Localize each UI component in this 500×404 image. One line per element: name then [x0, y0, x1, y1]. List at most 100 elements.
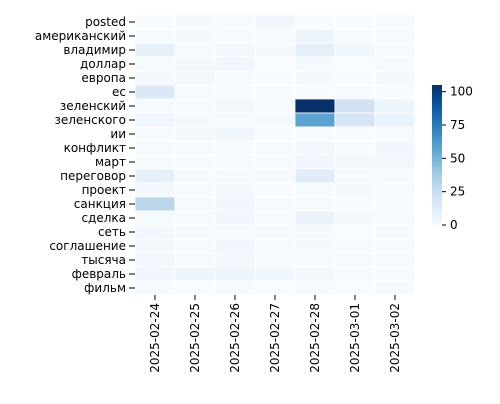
x-tick-label: 2025-02-25	[188, 303, 202, 373]
heatmap-cell	[374, 14, 416, 30]
heatmap-cell	[374, 182, 416, 198]
heatmap-cell	[374, 238, 416, 254]
heatmap-cell	[214, 210, 256, 226]
heatmap-cell	[254, 84, 296, 100]
heatmap-cell	[334, 238, 376, 254]
heatmap-cell	[174, 196, 216, 212]
y-axis-tick-labels: postedамериканскийвладимирдолларевропаес…	[35, 15, 135, 295]
heatmap-cell	[254, 266, 296, 282]
heatmap-cell	[334, 42, 376, 58]
y-tick-label: конфликт	[64, 141, 126, 155]
heatmap-cell	[134, 210, 176, 226]
heatmap-cell	[134, 154, 176, 170]
heatmap-cell	[254, 112, 296, 128]
heatmap-cell	[214, 280, 256, 296]
heatmap-cell	[134, 28, 176, 44]
heatmap-cell	[174, 280, 216, 296]
heatmap-cell	[374, 28, 416, 44]
heatmap-cell	[174, 210, 216, 226]
heatmap-cell	[174, 182, 216, 198]
heatmap-cell	[134, 238, 176, 254]
heatmap-cell	[294, 140, 336, 156]
heatmap-cell	[374, 70, 416, 86]
heatmap-cell	[134, 42, 176, 58]
heatmap-cell	[174, 224, 216, 240]
heatmap-cell	[294, 266, 336, 282]
y-tick-label: сделка	[81, 211, 126, 225]
heatmap-cell	[294, 14, 336, 30]
x-tick-label: 2025-02-27	[268, 303, 282, 373]
heatmap-cell	[174, 98, 216, 114]
heatmap-cell	[134, 280, 176, 296]
heatmap-cell	[294, 238, 336, 254]
heatmap-cell	[214, 168, 256, 184]
heatmap-cell	[334, 168, 376, 184]
heatmap-cell	[214, 266, 256, 282]
heatmap-cell	[214, 126, 256, 142]
heatmap-cell	[374, 154, 416, 170]
heatmap-cell	[214, 84, 256, 100]
heatmap-cell	[374, 280, 416, 296]
heatmap-cell	[214, 28, 256, 44]
heatmap-cell	[254, 140, 296, 156]
heatmap-cell	[334, 182, 376, 198]
heatmap-cell	[254, 252, 296, 268]
x-tick-label: 2025-02-26	[228, 303, 242, 373]
heatmap-cell	[374, 84, 416, 100]
heatmap-cell	[374, 98, 416, 114]
heatmap-cells	[134, 14, 416, 296]
heatmap-cell	[134, 182, 176, 198]
heatmap-cell	[374, 126, 416, 142]
y-tick-label: санкция	[74, 197, 126, 211]
heatmap-cell	[294, 280, 336, 296]
heatmap-cell	[134, 252, 176, 268]
heatmap-cell	[214, 56, 256, 72]
x-axis-tick-labels: 2025-02-24 2025-02-25 2025-02-26 2025-02-27…	[148, 295, 402, 373]
colorbar-tick-label: 100	[450, 85, 473, 99]
y-tick-label: сеть	[98, 225, 126, 239]
heatmap-cell	[294, 196, 336, 212]
heatmap-cell	[254, 28, 296, 44]
y-tick-label: фильм	[84, 281, 126, 295]
heatmap-cell	[334, 14, 376, 30]
heatmap-cell	[294, 84, 336, 100]
heatmap-cell	[294, 126, 336, 142]
heatmap-cell	[374, 196, 416, 212]
heatmap-cell	[174, 140, 216, 156]
heatmap-cell	[334, 70, 376, 86]
heatmap-cell	[134, 196, 176, 212]
heatmap-cell	[174, 56, 216, 72]
heatmap-cell	[214, 196, 256, 212]
heatmap-cell	[254, 210, 296, 226]
heatmap-cell	[214, 252, 256, 268]
y-tick-label: posted	[85, 15, 126, 29]
heatmap-cell	[254, 224, 296, 240]
heatmap-cell	[254, 182, 296, 198]
heatmap-cell	[214, 42, 256, 58]
x-tick-label: 2025-02-24	[148, 303, 162, 373]
y-tick-label: американский	[35, 29, 126, 43]
heatmap-cell	[174, 84, 216, 100]
heatmap-cell	[214, 182, 256, 198]
heatmap-cell	[254, 280, 296, 296]
heatmap-cell	[214, 70, 256, 86]
heatmap-cell	[254, 98, 296, 114]
colorbar-gradient	[432, 85, 442, 225]
heatmap-cell	[254, 238, 296, 254]
heatmap-cell	[174, 154, 216, 170]
heatmap-cell	[374, 168, 416, 184]
heatmap-cell	[294, 112, 336, 128]
heatmap-cell	[334, 280, 376, 296]
heatmap-cell	[134, 126, 176, 142]
heatmap-cell	[334, 98, 376, 114]
heatmap-cell	[334, 112, 376, 128]
heatmap-cell	[134, 266, 176, 282]
heatmap-cell	[374, 210, 416, 226]
heatmap-cell	[134, 56, 176, 72]
heatmap-cell	[134, 70, 176, 86]
heatmap-cell	[254, 154, 296, 170]
colorbar-tick-label: 75	[450, 118, 465, 132]
heatmap-cell	[374, 266, 416, 282]
heatmap-cell	[294, 98, 336, 114]
